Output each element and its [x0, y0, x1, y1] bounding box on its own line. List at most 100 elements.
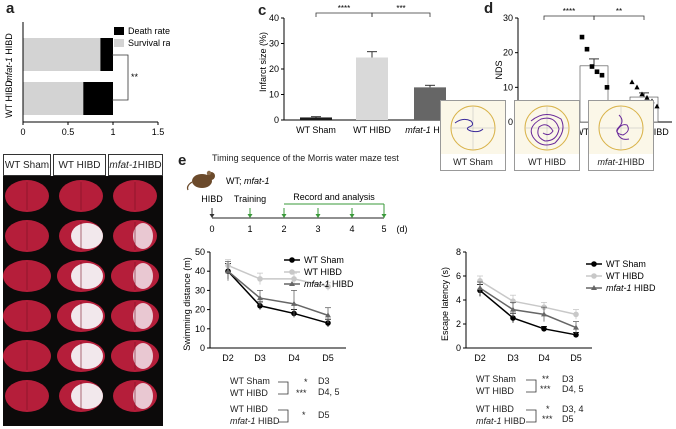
timeline-arrowhead	[209, 214, 215, 218]
lat-xlabel: D4	[538, 353, 550, 363]
lat-legend-label: WT HIBD	[606, 271, 644, 281]
c-ytick-label: 30	[269, 39, 279, 49]
swim-legend-marker	[289, 257, 295, 263]
chart-d-bracket-1	[543, 15, 595, 20]
stats-left-g2-a: WT HIBD	[230, 404, 268, 414]
timeline-diagram: WT; mfat-1 0 1 2 3 4 5 (d) HIBD Training Recor…	[186, 170, 408, 234]
swim-marker	[257, 302, 263, 309]
stats-left-g2-b: mfat-1 HIBD	[230, 416, 280, 426]
brain-infarct	[71, 303, 103, 329]
lat-xlabel: D2	[474, 353, 486, 363]
stats-left-g1-sig1: ***	[296, 388, 307, 398]
brain-slices-image	[3, 176, 163, 426]
lat-marker	[541, 326, 547, 332]
lat-marker	[573, 311, 579, 318]
swim-xlabel: D4	[288, 353, 300, 363]
stats-left-g1-b: WT HIBD	[230, 388, 268, 398]
stats-right-g2-day0: D3, 4	[562, 404, 584, 414]
chart-a-sig-bracket	[112, 54, 129, 101]
lat-ytick-label: 6	[456, 271, 461, 281]
chart-c-sig-2: ***	[396, 4, 405, 13]
d-point	[594, 69, 600, 75]
legend-survival-swatch	[114, 39, 124, 47]
stats-left-g1-day0: D3	[318, 376, 330, 386]
chart-c-bracket-1	[315, 12, 373, 17]
lat-series-1	[479, 280, 577, 316]
timeline-arrowhead	[349, 214, 355, 218]
stats-right-g2-day1: D5	[562, 414, 574, 424]
swim-series-0	[227, 270, 329, 324]
mouse-icon	[186, 170, 215, 191]
brain-header-wt-sham: WT Sham	[3, 154, 51, 176]
timeline-arrowhead	[281, 214, 287, 218]
chart-d-ylabel: NDS	[494, 60, 504, 79]
stats-right-g1-day0: D3	[562, 374, 574, 384]
c-ytick-label: 10	[269, 90, 279, 100]
swim-ytick-label: 50	[195, 247, 205, 257]
d-point	[589, 64, 595, 69]
swim-marker	[325, 283, 331, 290]
timeline-tick-label: 5	[381, 224, 386, 234]
stats-left: WT Sham WT HIBD * *** D3 D4, 5 WT HIBD m…	[218, 370, 348, 428]
a-xtick-label: 0	[20, 127, 25, 137]
swim-xlabel: D3	[254, 353, 266, 363]
d-point	[629, 79, 635, 85]
lat-series-0	[479, 289, 577, 336]
stats-right-g2-sig0: *	[546, 404, 550, 414]
timeline-arrowhead	[315, 214, 321, 218]
a-xtick-label: 1.5	[152, 127, 165, 137]
stats-left-g2-day0: D5	[318, 410, 330, 420]
c-ytick-label: 20	[269, 64, 279, 74]
lat-series-2	[479, 287, 577, 329]
bar-death-1	[83, 82, 113, 115]
stats-right: WT Sham WT HIBD ** *** D3 D4, 5 WT HIBD …	[466, 370, 616, 428]
d-point	[634, 84, 640, 90]
chart-a-survival: 0 0.5 1 1.5 ** mfat-1 HIBD WT HIBD Death ra…	[4, 22, 170, 137]
stats-left-g1-day1: D4, 5	[318, 387, 340, 397]
chart-a-sig-label: **	[131, 72, 139, 82]
brain-infarct	[71, 383, 103, 409]
timeline-arrowhead	[381, 214, 387, 218]
swim-ytick-label: 40	[195, 266, 205, 276]
maze-label-mfat-hibd: mfat-1 HIBD	[588, 154, 654, 171]
stats-right-g1-a: WT Sham	[476, 374, 516, 384]
d-point	[584, 46, 590, 52]
a-xtick-label: 0.5	[62, 127, 75, 137]
brain-infarct	[71, 223, 103, 249]
legend-death-swatch	[114, 27, 124, 35]
lat-ytick-label: 0	[456, 343, 461, 353]
d-ytick-label: 30	[503, 13, 513, 23]
d-ytick-label: 0	[508, 117, 513, 127]
timeline-record-label: Record and analysis	[293, 192, 375, 202]
lat-legend-marker	[591, 261, 597, 267]
maze-label-wt-sham: WT Sham	[440, 154, 506, 171]
maze-track-wt-sham	[440, 100, 506, 156]
swim-legend-label: mfat-1 HIBD	[304, 279, 354, 289]
chart-c-bracket-2	[371, 12, 431, 17]
latency-ylabel: Escape latency (s)	[440, 267, 450, 341]
swim-marker	[325, 312, 331, 318]
stats-right-g1-sig0: **	[542, 374, 550, 384]
panel-letter-d: d	[484, 0, 494, 17]
maze-track-wt-hibd	[514, 100, 580, 156]
brain-header-mfat-hibd: mfat-1 HIBD	[108, 154, 163, 176]
brain-infarct	[133, 343, 153, 369]
chart-c-ylabel: Infarct size (%)	[258, 32, 268, 92]
stats-right-g2-b: mfat-1 HIBD	[476, 416, 526, 426]
brain-infarct	[133, 263, 153, 289]
lat-xlabel: D5	[570, 353, 582, 363]
lat-marker	[510, 306, 516, 312]
stats-right-g1-day1: D4, 5	[562, 384, 584, 394]
chart-escape-latency: Escape latency (s) 0 2 4 6 8 D2 D3 D4 D5 WT Sha…	[440, 247, 656, 363]
timeline-tick-label: 2	[281, 224, 286, 234]
panel-letter-a: a	[6, 0, 15, 17]
swim-marker	[225, 268, 231, 274]
stats-left-g1-a: WT Sham	[230, 376, 270, 386]
d-point	[604, 85, 610, 90]
timeline-unit: (d)	[397, 224, 408, 234]
timeline-tick-label: 3	[315, 224, 320, 234]
stats-left-g2-sig0: *	[302, 410, 306, 420]
chart-a-ylabel-mfat: mfat-1 HIBD	[4, 33, 14, 83]
bar-survival-1	[23, 82, 84, 115]
stats-right-g2-sig1: ***	[542, 414, 553, 424]
